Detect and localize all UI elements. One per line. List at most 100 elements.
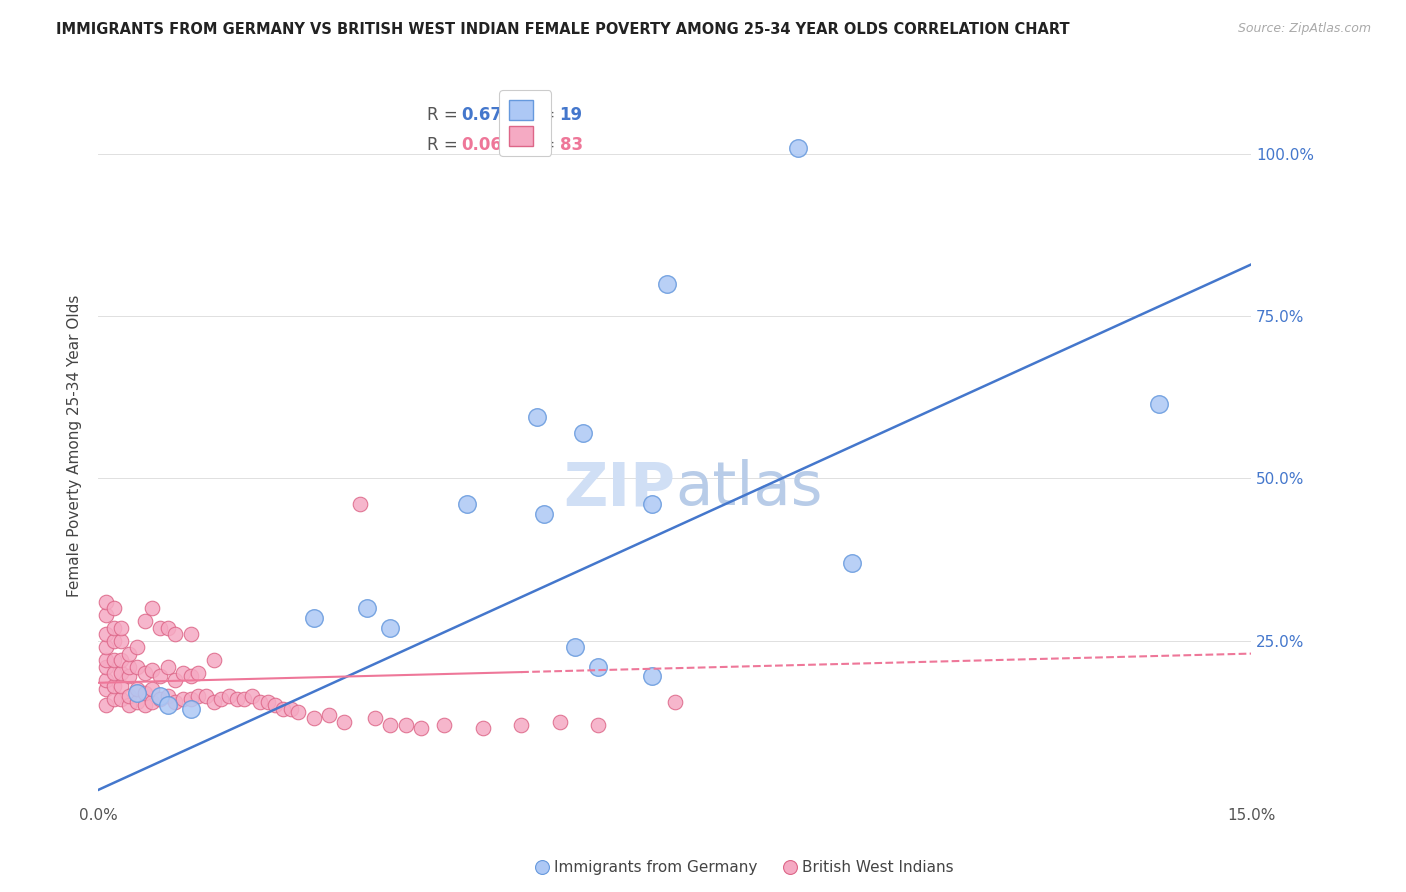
Point [94,673,117,687]
Point [125,682,148,697]
Point [841,556,863,570]
Point [165,673,187,687]
Point [94,595,117,609]
Point [134,698,156,713]
Point [165,627,187,641]
Text: R =: R = [427,106,463,124]
Point [172,692,194,706]
Point [180,669,202,683]
Point [110,633,132,648]
Point [103,601,125,615]
Point [103,633,125,648]
Point [118,698,141,713]
Point [180,702,202,716]
Text: British West Indians: British West Indians [801,860,953,874]
Point [141,682,163,697]
Point [118,669,141,683]
Point [156,621,179,635]
Text: N =: N = [513,136,561,153]
Point [103,621,125,635]
Point [134,685,156,699]
Text: Immigrants from Germany: Immigrants from Germany [554,860,758,874]
Point [110,692,132,706]
Point [156,689,179,703]
Point [156,659,179,673]
Point [125,695,148,709]
Point [149,669,172,683]
Point [571,425,593,440]
Point [471,721,494,735]
Point [149,692,172,706]
Text: 19: 19 [560,106,582,124]
Text: N =: N = [513,106,561,124]
Text: 0.671: 0.671 [461,106,515,124]
Point [564,640,586,654]
Point [94,698,117,713]
Y-axis label: Female Poverty Among 25-34 Year Olds: Female Poverty Among 25-34 Year Olds [67,295,83,597]
Point [202,695,225,709]
Point [249,695,271,709]
Point [94,607,117,622]
Point [657,277,679,291]
Point [349,497,371,511]
Point [103,666,125,681]
Point [586,659,609,673]
Point [256,695,278,709]
Point [356,601,378,615]
Text: atlas: atlas [675,459,823,518]
Point [302,711,325,725]
Point [641,669,664,683]
Point [94,659,117,673]
Point [380,718,402,732]
Point [548,714,571,729]
Point [364,711,387,725]
Text: Source: ZipAtlas.com: Source: ZipAtlas.com [1237,22,1371,36]
Point [411,721,433,735]
Point [134,614,156,628]
Point [125,640,148,654]
Point [786,140,808,154]
Point [195,689,218,703]
Point [586,718,609,732]
Point [280,702,302,716]
Point [380,621,402,635]
Point [233,692,256,706]
Point [218,689,240,703]
Point [302,611,325,625]
Point [641,497,664,511]
Point [165,695,187,709]
Text: 0.063: 0.063 [461,136,515,153]
Point [187,689,209,703]
Point [118,689,141,703]
Point [141,663,163,677]
Text: R =: R = [427,136,463,153]
Point [149,689,172,703]
Point [333,714,356,729]
Point [180,627,202,641]
Point [156,698,179,713]
Point [94,653,117,667]
Point [94,627,117,641]
Point [510,718,533,732]
Point [110,653,132,667]
Point [94,682,117,697]
Point [526,409,548,424]
Point [264,698,287,713]
Point [180,692,202,706]
Point [240,689,263,703]
Point [271,702,294,716]
Point [395,718,418,732]
Point [172,666,194,681]
Point [664,695,686,709]
Point [149,621,172,635]
Legend: , : , [499,90,551,155]
Point [125,659,148,673]
Point [110,621,132,635]
Point [456,497,478,511]
Point [103,679,125,693]
Point [118,659,141,673]
Text: IMMIGRANTS FROM GERMANY VS BRITISH WEST INDIAN FEMALE POVERTY AMONG 25-34 YEAR O: IMMIGRANTS FROM GERMANY VS BRITISH WEST … [56,22,1070,37]
Point [433,718,456,732]
Text: ZIP: ZIP [562,459,675,518]
Point [134,666,156,681]
